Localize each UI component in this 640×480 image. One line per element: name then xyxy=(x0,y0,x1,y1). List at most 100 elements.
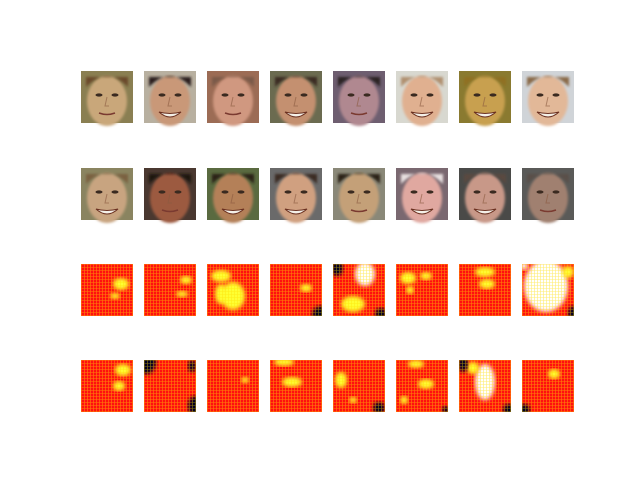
hair xyxy=(275,173,317,184)
hair xyxy=(464,76,506,87)
hair xyxy=(275,76,317,87)
eye xyxy=(347,93,355,97)
face xyxy=(276,173,316,223)
eye xyxy=(237,93,245,97)
face-image xyxy=(270,168,322,223)
heatmap-content xyxy=(459,360,511,412)
face-image xyxy=(270,71,322,126)
heatmap-texture xyxy=(459,360,511,412)
face xyxy=(528,173,568,223)
heatmap-texture xyxy=(522,360,574,412)
heatmap-content xyxy=(333,360,385,412)
face-image xyxy=(459,71,511,126)
nose xyxy=(167,96,172,107)
nose xyxy=(356,96,361,107)
heatmap-image xyxy=(396,360,448,412)
heatmap-texture xyxy=(207,264,259,316)
face xyxy=(150,173,190,223)
heatmap-texture xyxy=(396,360,448,412)
eye xyxy=(473,190,481,194)
heatmap-content xyxy=(396,264,448,316)
heatmap-content xyxy=(207,360,259,412)
nose xyxy=(293,96,298,107)
hair xyxy=(464,173,506,184)
nose xyxy=(545,96,550,107)
heatmap-content xyxy=(207,264,259,316)
mouth xyxy=(536,111,560,118)
face xyxy=(213,173,253,223)
eye xyxy=(284,93,292,97)
eye xyxy=(95,190,103,194)
eye xyxy=(174,190,182,194)
heatmap-image xyxy=(333,264,385,316)
nose xyxy=(419,96,424,107)
mouth xyxy=(95,208,119,215)
mouth xyxy=(284,111,308,118)
face xyxy=(213,76,253,126)
hair xyxy=(212,76,254,87)
mouth xyxy=(161,209,179,213)
face xyxy=(402,76,442,126)
heatmap-image xyxy=(333,360,385,412)
mouth xyxy=(158,111,182,118)
heatmap-texture xyxy=(81,360,133,412)
nose xyxy=(356,193,361,204)
nose xyxy=(104,96,109,107)
heatmap-image xyxy=(144,264,196,316)
nose xyxy=(482,193,487,204)
heatmap-content xyxy=(81,264,133,316)
heatmap-content xyxy=(144,360,196,412)
heatmap-image xyxy=(270,264,322,316)
heatmap-texture xyxy=(144,264,196,316)
eye xyxy=(536,93,544,97)
heatmap-content xyxy=(522,360,574,412)
heatmap-image xyxy=(144,360,196,412)
nose xyxy=(104,193,109,204)
hair xyxy=(338,76,380,87)
hair xyxy=(86,76,128,87)
nose xyxy=(230,193,235,204)
mouth xyxy=(473,208,497,215)
heatmap-texture xyxy=(459,264,511,316)
face xyxy=(87,173,127,223)
heatmap-texture xyxy=(270,360,322,412)
hair xyxy=(149,173,191,184)
eye xyxy=(347,190,355,194)
heatmap-content xyxy=(144,264,196,316)
face-image xyxy=(522,71,574,126)
eye xyxy=(552,93,560,97)
face xyxy=(87,76,127,126)
nose xyxy=(419,193,424,204)
eye xyxy=(174,93,182,97)
heatmap-image xyxy=(270,360,322,412)
heatmap-content xyxy=(396,360,448,412)
eye xyxy=(363,93,371,97)
eye xyxy=(489,93,497,97)
eye xyxy=(237,190,245,194)
heatmap-image xyxy=(81,360,133,412)
hair xyxy=(212,173,254,184)
mouth xyxy=(350,209,368,213)
face-image xyxy=(144,71,196,126)
mouth xyxy=(221,208,245,215)
heatmap-texture xyxy=(522,264,574,316)
eye xyxy=(410,190,418,194)
hair xyxy=(86,173,128,184)
face xyxy=(402,173,442,223)
heatmap-image xyxy=(522,360,574,412)
nose xyxy=(545,193,550,204)
eye xyxy=(410,93,418,97)
face xyxy=(339,76,379,126)
heatmap-image xyxy=(459,360,511,412)
heatmap-image xyxy=(522,264,574,316)
face xyxy=(465,173,505,223)
face-image xyxy=(333,71,385,126)
mouth xyxy=(473,111,497,118)
hair xyxy=(527,173,569,184)
mouth xyxy=(350,112,368,116)
heatmap-image xyxy=(81,264,133,316)
heatmap-content xyxy=(270,264,322,316)
face-image xyxy=(81,168,133,223)
eye xyxy=(473,93,481,97)
